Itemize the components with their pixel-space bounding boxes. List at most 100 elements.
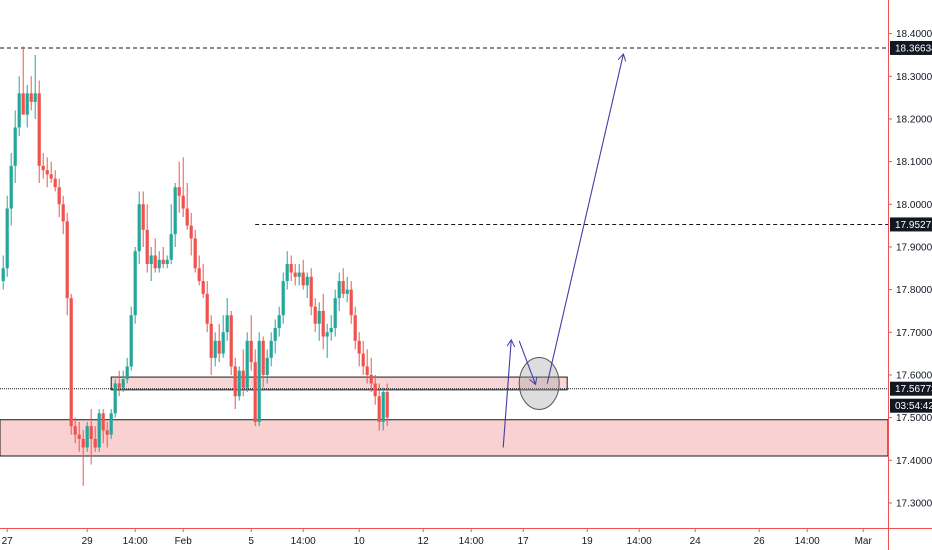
- x-tick-label: 14:00: [123, 536, 148, 547]
- candle-body: [121, 379, 125, 388]
- candle-body: [277, 315, 281, 328]
- x-tick-label: 5: [248, 536, 254, 547]
- target-circle: [518, 356, 560, 410]
- candle-body: [177, 187, 181, 196]
- x-tick-label: 14:00: [795, 536, 820, 547]
- y-tick-label: 17.80000: [896, 285, 932, 296]
- candle-body: [313, 306, 317, 324]
- candle-body: [133, 251, 137, 316]
- x-tick-label: 12: [418, 536, 430, 547]
- y-tick-label: 17.60000: [896, 370, 932, 381]
- x-tick-label: 24: [690, 536, 702, 547]
- candle-body: [209, 323, 213, 358]
- candle-body: [241, 370, 245, 388]
- candle-body: [197, 268, 201, 282]
- candle-body: [305, 276, 309, 286]
- candle-body: [349, 289, 353, 316]
- candle-body: [137, 204, 141, 252]
- y-tick-label: 18.00000: [896, 200, 932, 211]
- price-tag-label: 17.56773: [895, 384, 932, 395]
- price-tag-label: 18.36634: [895, 43, 932, 54]
- y-tick-label: 17.90000: [896, 242, 932, 253]
- candle-body: [301, 272, 305, 286]
- candle-body: [285, 264, 289, 282]
- candle-body: [385, 392, 389, 418]
- candle-body: [5, 208, 9, 269]
- y-tick-label: 18.30000: [896, 72, 932, 83]
- candle-body: [265, 357, 269, 375]
- projection-arrow: [546, 55, 623, 384]
- candle-body: [101, 413, 105, 431]
- candle-body: [49, 174, 53, 179]
- candle-body: [169, 234, 173, 260]
- candle-body: [141, 204, 145, 230]
- candle-body: [33, 93, 37, 102]
- x-tick-label: 10: [354, 536, 366, 547]
- candle-body: [333, 298, 337, 328]
- candle-body: [25, 93, 29, 115]
- candle-body: [173, 187, 177, 235]
- price-tag-bg: [890, 398, 932, 413]
- candle-body: [81, 438, 85, 448]
- candle-body: [113, 383, 117, 414]
- projection-arrow: [502, 341, 511, 448]
- y-tick-label: 18.10000: [896, 157, 932, 168]
- x-tick-label: 14:00: [291, 536, 316, 547]
- candle-body: [37, 93, 41, 166]
- x-tick-label: 29: [82, 536, 94, 547]
- x-tick-label: 17: [518, 536, 530, 547]
- candle-body: [373, 383, 377, 397]
- candle-body: [109, 413, 113, 435]
- y-tick-label: 18.20000: [896, 114, 932, 125]
- candle-body: [269, 340, 273, 358]
- annotations-layer: [502, 55, 623, 448]
- time-axis-bg: [0, 528, 932, 550]
- candle-body: [221, 332, 225, 354]
- x-tick-label: 26: [754, 536, 766, 547]
- candle-body: [229, 315, 233, 367]
- candle-body: [317, 310, 321, 324]
- candle-body: [85, 426, 89, 448]
- support-zone: [0, 419, 889, 457]
- candle-body: [233, 366, 237, 397]
- candle-body: [73, 426, 77, 435]
- candle-body: [289, 264, 293, 273]
- projection-arrow: [518, 340, 535, 384]
- candle-body: [345, 289, 349, 294]
- candle-body: [165, 259, 169, 264]
- candle-body: [205, 293, 209, 324]
- candle-body: [361, 353, 365, 367]
- price-tag: 18.36634: [890, 40, 932, 55]
- price-tag-label: 03:54:42: [895, 401, 932, 412]
- x-tick-label: 14:00: [627, 536, 652, 547]
- y-tick-label: 17.40000: [896, 456, 932, 467]
- candle-body: [9, 165, 13, 209]
- candle-body: [253, 362, 257, 422]
- price-tag-bg: [890, 217, 932, 232]
- candle-body: [337, 281, 341, 299]
- candle-body: [41, 165, 45, 171]
- support-zone: [110, 376, 568, 391]
- price-tag-bg: [890, 381, 932, 396]
- candle-body: [249, 340, 253, 363]
- candle-body: [61, 204, 65, 222]
- candle-body: [217, 340, 221, 354]
- x-tick-label: 14:00: [459, 536, 484, 547]
- candle-body: [157, 259, 161, 269]
- candle-body: [69, 298, 73, 427]
- candle-body: [29, 93, 33, 102]
- candle-body: [381, 392, 385, 422]
- candle-body: [1, 268, 5, 282]
- candle-body: [341, 281, 345, 294]
- candle-body: [181, 195, 185, 209]
- candle-body: [53, 178, 57, 188]
- candle-body: [97, 413, 101, 448]
- price-tag: 03:54:42: [890, 398, 932, 413]
- x-tick-label: Feb: [175, 536, 193, 547]
- candle-body: [117, 383, 121, 388]
- candle-body: [77, 434, 81, 439]
- candle-body: [257, 340, 261, 422]
- candle-body: [105, 430, 109, 435]
